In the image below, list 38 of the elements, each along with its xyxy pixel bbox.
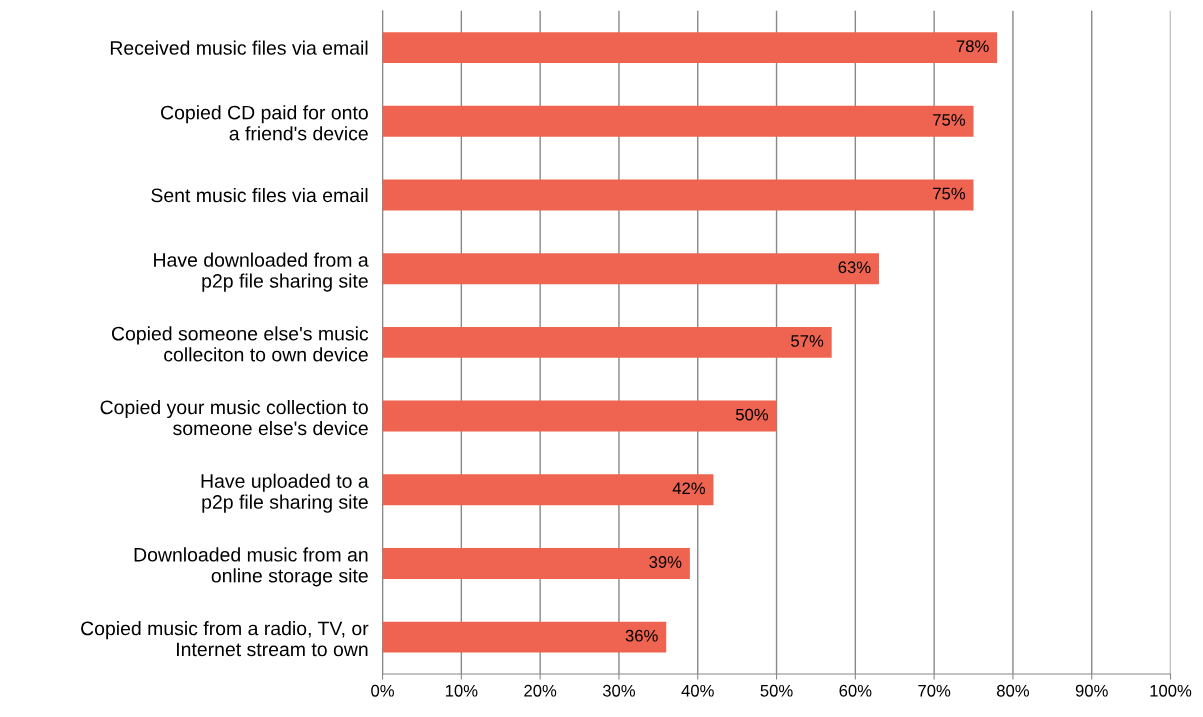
data-label: 36% <box>625 629 658 642</box>
x-tick-label: 0% <box>371 684 395 697</box>
y-tick-label: Sent music files via email <box>151 187 368 203</box>
data-label: 75% <box>933 114 966 126</box>
x-tick-label: 50% <box>760 684 793 697</box>
x-tick-label: 30% <box>602 684 636 697</box>
y-tick-label: Downloaded music from an online storage site <box>134 547 368 587</box>
y-tick-label: Copied someone else's music colleciton to own device <box>111 326 369 362</box>
x-tick-label: 70% <box>918 684 951 697</box>
data-label: 50% <box>735 408 769 421</box>
y-tick-label: Copied music from a radio, TV, or Internet stream to own <box>81 621 369 657</box>
bar <box>382 32 998 64</box>
bar <box>382 400 777 432</box>
bar <box>382 547 690 579</box>
bar <box>382 621 667 653</box>
bar <box>382 474 714 506</box>
x-tick-label: 90% <box>1075 684 1108 697</box>
y-tick-label: Received music files via email <box>110 40 368 55</box>
data-label: 42% <box>672 482 706 495</box>
data-label: 75% <box>933 187 966 200</box>
bar <box>382 105 974 137</box>
y-tick-label: Have downloaded from a p2p file sharing site <box>154 252 369 292</box>
x-tick-label: 20% <box>524 684 557 697</box>
x-tick-label: 60% <box>839 684 872 697</box>
y-tick-label: Have uploaded to a p2p file sharing site <box>201 473 369 513</box>
data-label: 57% <box>791 335 824 347</box>
bar <box>382 253 879 285</box>
x-tick-label: 100% <box>1150 684 1192 697</box>
data-label: 78% <box>956 40 989 53</box>
x-tick-label: 40% <box>681 684 714 697</box>
data-label: 63% <box>838 261 871 274</box>
x-tick-label: 10% <box>445 684 478 697</box>
y-tick-label: Copied CD paid for onto a friend's device <box>161 105 368 141</box>
y-tick-label: Copied your music collection to someone else's device <box>100 399 368 436</box>
data-label: 39% <box>649 556 682 568</box>
bar <box>382 179 974 211</box>
bar <box>382 326 832 358</box>
x-tick-label: 80% <box>996 684 1030 697</box>
